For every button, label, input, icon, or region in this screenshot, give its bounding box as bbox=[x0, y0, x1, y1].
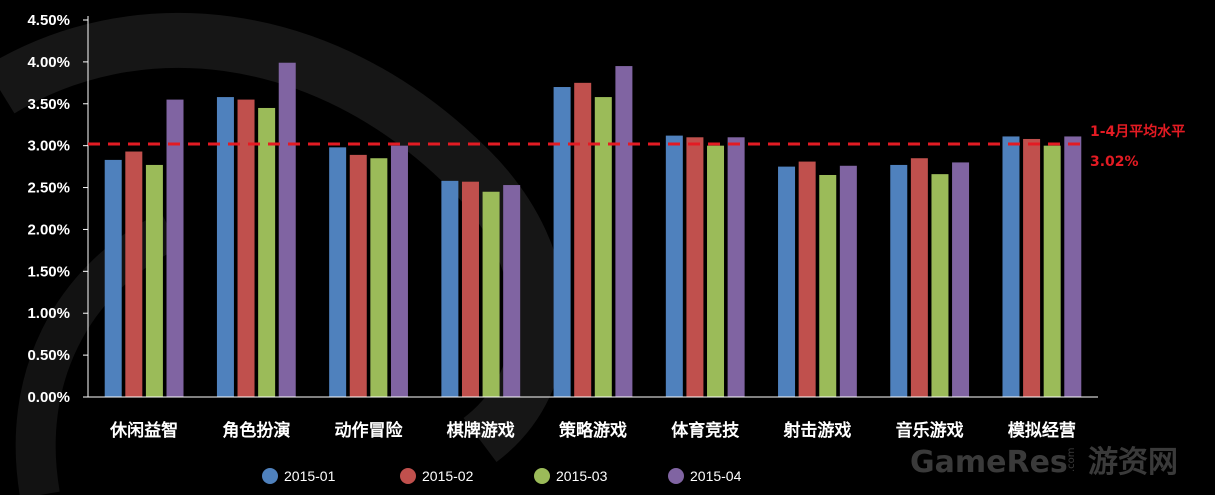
x-category-label: 动作冒险 bbox=[335, 420, 404, 441]
bar bbox=[686, 137, 704, 398]
bar bbox=[503, 185, 521, 397]
y-axis: 0.00% 0.50% 1.00% 1.50% 2.00% 2.50% 3.00% 3.50%… bbox=[27, 12, 89, 406]
bar bbox=[1023, 138, 1041, 397]
bar bbox=[349, 154, 367, 397]
x-axis: 休闲益智 角色扮演 动作冒险 棋牌游戏 策略游戏 体育竞技 射击游戏 音乐游戏 模拟经营 bbox=[88, 396, 1098, 441]
legend-label: 2015-02 bbox=[422, 468, 474, 484]
bar bbox=[482, 191, 500, 397]
y-tick-label: 0.50% bbox=[27, 347, 70, 364]
bar bbox=[1064, 136, 1082, 397]
watermark: GameRes .com 游资网 bbox=[910, 445, 1178, 480]
bar bbox=[890, 164, 908, 397]
y-tick-label: 3.00% bbox=[27, 138, 70, 155]
legend-marker bbox=[262, 468, 278, 484]
bar bbox=[574, 82, 592, 397]
bar bbox=[278, 62, 296, 398]
legend: 2015-01 2015-02 2015-03 2015-04 bbox=[262, 468, 742, 484]
watermark-dotcom: .com bbox=[1066, 447, 1077, 472]
reference-line-group: 1-4月平均水平 3.02% bbox=[88, 123, 1185, 170]
bar bbox=[778, 166, 796, 397]
bar bbox=[931, 174, 949, 397]
bar bbox=[910, 158, 928, 397]
x-category-label: 体育竞技 bbox=[671, 420, 740, 441]
bar bbox=[370, 158, 388, 397]
reference-line-value: 3.02% bbox=[1090, 154, 1139, 170]
legend-marker bbox=[400, 468, 416, 484]
watermark-latin: GameRes bbox=[910, 445, 1068, 480]
bar bbox=[1043, 145, 1061, 397]
bar bbox=[329, 147, 347, 397]
legend-marker bbox=[534, 468, 550, 484]
bar bbox=[839, 165, 857, 397]
y-tick-label: 1.50% bbox=[27, 263, 70, 280]
bar bbox=[952, 162, 970, 397]
x-category-label: 角色扮演 bbox=[222, 420, 290, 441]
bar bbox=[707, 145, 725, 397]
bar bbox=[1002, 136, 1020, 397]
y-tick-label: 3.50% bbox=[27, 96, 70, 113]
bar bbox=[798, 161, 816, 397]
bar bbox=[553, 87, 571, 398]
y-tick-label: 1.00% bbox=[27, 305, 70, 322]
legend-label: 2015-04 bbox=[690, 468, 742, 484]
y-tick-label: 4.50% bbox=[27, 12, 70, 29]
x-category-label: 音乐游戏 bbox=[896, 420, 964, 441]
bar bbox=[166, 99, 184, 397]
y-tick-label: 2.00% bbox=[27, 221, 70, 238]
reference-line-label: 1-4月平均水平 bbox=[1090, 123, 1185, 140]
x-category-label: 棋牌游戏 bbox=[447, 420, 515, 441]
y-tick-label: 0.00% bbox=[27, 389, 70, 406]
bar bbox=[125, 151, 143, 397]
y-tick-label: 4.00% bbox=[27, 54, 70, 71]
y-tick-label: 2.50% bbox=[27, 180, 70, 197]
bar bbox=[594, 97, 612, 397]
bar bbox=[615, 66, 633, 398]
legend-label: 2015-01 bbox=[284, 468, 336, 484]
x-category-label: 策略游戏 bbox=[559, 420, 627, 441]
bars-group bbox=[104, 62, 1082, 398]
bar bbox=[727, 137, 745, 398]
bar bbox=[441, 180, 459, 397]
x-category-label: 射击游戏 bbox=[782, 420, 851, 441]
bar bbox=[665, 135, 683, 397]
bar bbox=[819, 174, 837, 397]
bar bbox=[145, 164, 163, 397]
x-category-label: 模拟经营 bbox=[1008, 420, 1076, 441]
bar bbox=[461, 181, 479, 397]
bar bbox=[390, 145, 408, 397]
bar bbox=[216, 97, 234, 397]
x-category-label: 休闲益智 bbox=[109, 420, 178, 441]
legend-marker bbox=[668, 468, 684, 484]
legend-label: 2015-03 bbox=[556, 468, 608, 484]
bar bbox=[237, 99, 255, 397]
bar bbox=[258, 107, 276, 397]
watermark-cn: 游资网 bbox=[1088, 445, 1178, 480]
bar bbox=[104, 159, 122, 397]
